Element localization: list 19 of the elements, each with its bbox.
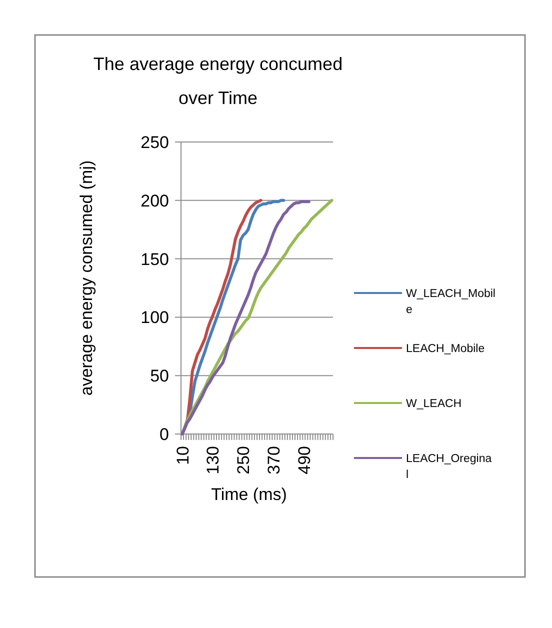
legend-label: W_LEACH_Mobile (406, 288, 496, 316)
y-tick-label: 50 (150, 366, 169, 386)
x-tick-label: 130 (204, 446, 223, 474)
y-tick-label: 100 (140, 308, 169, 328)
y-tick-label: 200 (140, 191, 169, 210)
x-tick-label: 250 (234, 446, 254, 474)
x-tick-label: 490 (294, 446, 314, 474)
legend-label: LEACH_Mobile (406, 343, 485, 355)
x-axis-title: Time (ms) (211, 485, 287, 504)
y-axis-title: average energy consumed (mj) (77, 160, 96, 396)
y-tick-label: 150 (140, 250, 169, 269)
legend-label: LEACH_Oreginal (406, 453, 492, 481)
x-tick-label: 10 (173, 446, 192, 465)
line-series (180, 200, 310, 436)
legend-label: W_LEACH (406, 398, 462, 410)
y-tick-label: 0 (160, 425, 169, 444)
chart-title: The average energy concumed over Time (93, 54, 343, 108)
x-tick-label: 370 (264, 446, 284, 474)
y-tick-label: 250 (140, 133, 169, 152)
